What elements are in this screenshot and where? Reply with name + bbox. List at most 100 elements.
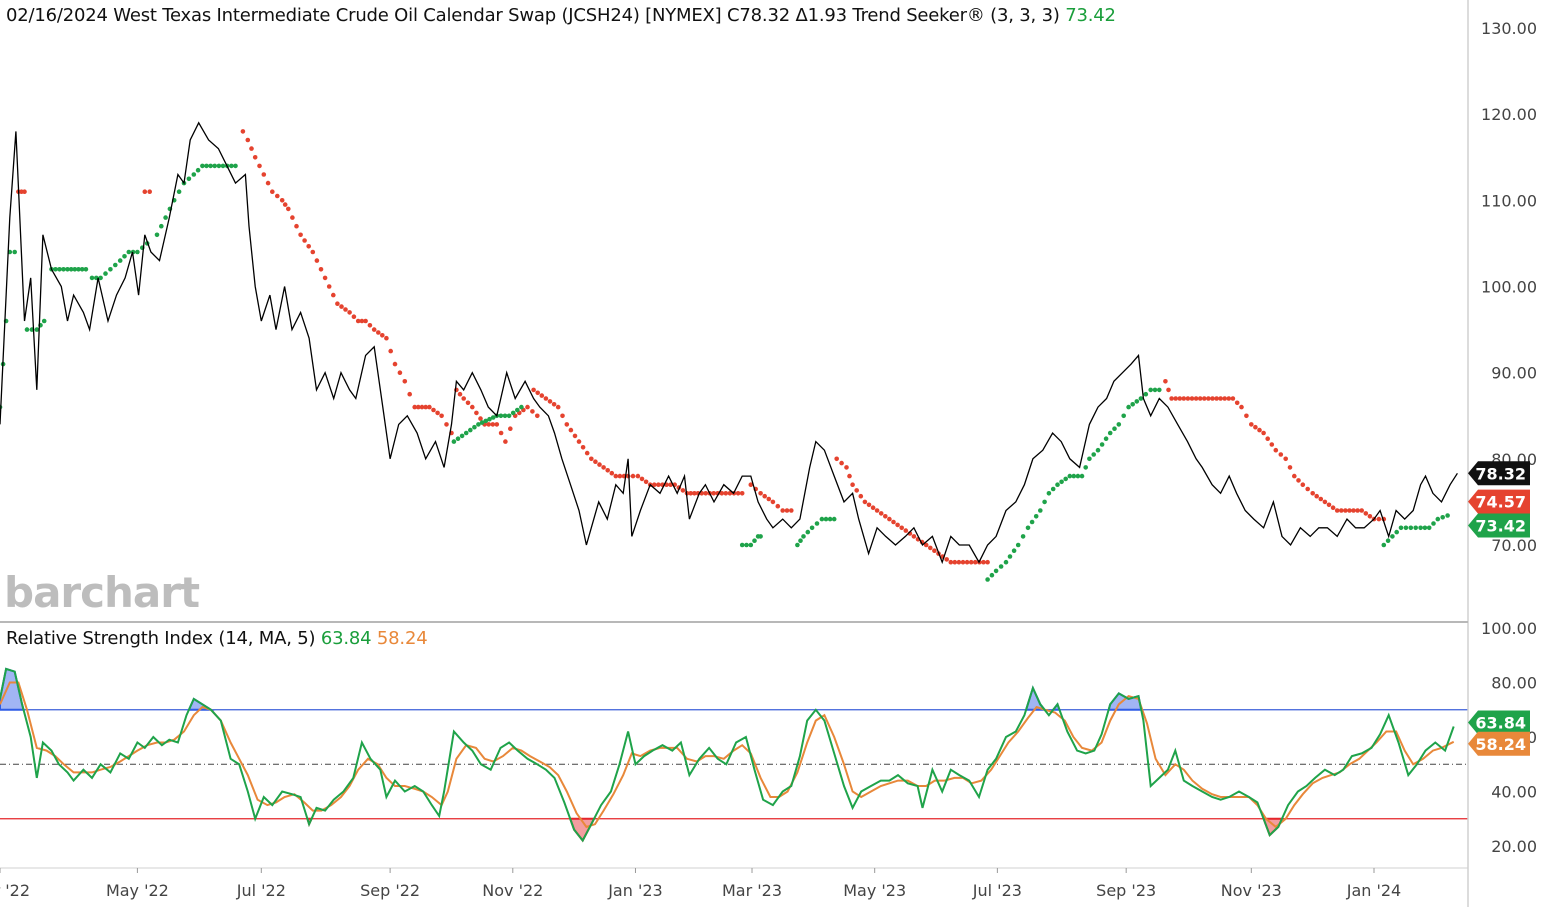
trend-seeker-dot — [827, 516, 833, 522]
trend-seeker-dot — [419, 404, 425, 410]
trend-seeker-dot — [844, 465, 849, 470]
price-y-tick-label: 70.00 — [1491, 536, 1537, 555]
trend-seeker-dot — [1116, 422, 1122, 427]
trend-seeker-dot — [952, 559, 958, 565]
trend-seeker-dot — [1343, 508, 1348, 513]
x-tick-label: Mar '22 — [0, 881, 30, 900]
trend-seeker-dot — [416, 404, 421, 410]
trend-seeker-dot — [543, 396, 549, 401]
trend-seeker-dot — [643, 479, 649, 485]
trend-seeker-dot — [762, 493, 767, 499]
trend-seeker-dot — [490, 415, 496, 420]
trend-seeker-dot — [465, 400, 471, 406]
trend-seeker-dot — [834, 456, 839, 462]
trend-seeker-dot — [310, 249, 316, 255]
trend-seeker-dot — [1359, 508, 1364, 513]
trend-seeker-dot — [613, 473, 619, 479]
trend-seeker-dot — [1234, 400, 1240, 406]
trend-seeker-dot — [1230, 396, 1236, 401]
trend-seeker-dot — [1381, 542, 1387, 548]
trend-seeker-dot — [412, 404, 418, 410]
trend-seeker-dot — [1249, 422, 1254, 427]
trend-seeker-dot — [1408, 525, 1414, 531]
header-params: (3, 3, 3) — [990, 5, 1060, 26]
trend-seeker-dot — [780, 508, 785, 513]
trend-seeker-dot — [474, 410, 479, 416]
trend-seeker-dot — [451, 439, 457, 444]
rsi-y-tick-label: 40.00 — [1491, 783, 1537, 802]
header-date: 02/16/2024 — [6, 5, 108, 26]
trend-seeker-dot — [775, 503, 781, 509]
trend-seeker-dot — [1138, 396, 1144, 401]
trend-seeker-dot — [854, 488, 859, 493]
header-close: C78.32 — [727, 5, 790, 26]
trend-seeker-dot — [57, 267, 62, 272]
trend-seeker-dot — [103, 271, 108, 276]
trend-seeker-dot — [431, 407, 436, 413]
trend-seeker-dot — [551, 402, 557, 407]
trend-seeker-dot — [609, 470, 615, 476]
trend-seeker-dot — [61, 267, 66, 272]
price-y-tick-label: 100.00 — [1481, 278, 1537, 297]
trend-seeker-dot — [739, 542, 745, 548]
trend-seeker-dot — [891, 519, 896, 525]
x-tick-label: Mar '23 — [722, 881, 782, 900]
rsi-label-text: 58.24 — [1475, 735, 1526, 754]
trend-seeker-dot — [858, 493, 864, 499]
trend-seeker-dot — [1163, 379, 1168, 384]
trend-seeker-dot — [539, 393, 545, 398]
trend-seeker-dot — [1440, 515, 1445, 520]
trend-seeker-dot — [1445, 513, 1450, 518]
trend-seeker-dot — [823, 516, 829, 522]
trend-seeker-dot — [1318, 496, 1324, 502]
trend-seeker-dot — [770, 499, 776, 505]
trend-seeker-dot — [1166, 387, 1171, 393]
trend-seeker-dot — [322, 275, 328, 281]
trend-seeker-dot — [1202, 396, 1207, 401]
trend-seeker-dot — [584, 450, 590, 456]
trend-seeker-dot — [593, 459, 598, 465]
trend-seeker-dot — [1253, 424, 1258, 430]
price-y-tick-label: 120.00 — [1481, 105, 1537, 124]
trend-seeker-dot — [494, 422, 500, 427]
trend-seeker-dot — [53, 267, 58, 272]
trend-seeker-dot — [1095, 447, 1101, 453]
trend-seeker-dot — [22, 189, 27, 194]
trend-seeker-dot — [899, 525, 904, 531]
trend-seeker-dot — [1287, 465, 1293, 470]
trend-seeker-dot — [502, 413, 508, 419]
trend-seeker-dot — [380, 333, 385, 338]
trend-seeker-dot — [490, 422, 496, 427]
trend-seeker-dot — [1322, 499, 1328, 505]
trend-seeker-dot — [472, 424, 477, 430]
trend-seeker-dot — [1103, 436, 1109, 442]
rsi-label-box — [1468, 710, 1530, 735]
trend-seeker-dot — [911, 534, 917, 539]
trend-seeker-dot — [176, 189, 182, 194]
trend-seeker-dot — [270, 189, 275, 194]
rsi-label-box — [1468, 731, 1530, 756]
trend-seeker-dot — [576, 439, 582, 444]
trend-seeker-dot — [294, 223, 299, 229]
trend-seeker-dot — [1394, 529, 1399, 535]
rsi-ma-line — [0, 681, 1455, 829]
trend-seeker-dot — [795, 542, 800, 548]
trend-seeker-dot — [923, 542, 929, 548]
trend-seeker-dot — [159, 223, 164, 229]
trend-seeker-dot — [355, 318, 361, 324]
price-label-box — [1468, 461, 1530, 486]
trend-seeker-dot — [1169, 396, 1174, 401]
trend-seeker-dot — [427, 404, 432, 410]
trend-seeker-dot — [384, 335, 389, 341]
trend-seeker-dot — [601, 465, 606, 470]
trend-seeker-dot — [819, 516, 825, 522]
price-y-tick-label: 110.00 — [1481, 191, 1537, 210]
trend-seeker-dot — [261, 172, 267, 177]
trend-seeker-dot — [1367, 514, 1373, 519]
trend-seeker-dot — [1003, 559, 1009, 565]
trend-seeker-dot — [1244, 413, 1249, 419]
trend-seeker-dot — [423, 404, 429, 410]
trend-seeker-dot — [506, 413, 512, 419]
trend-seeker-dot — [220, 163, 226, 169]
trend-seeker-dot — [1269, 442, 1275, 447]
